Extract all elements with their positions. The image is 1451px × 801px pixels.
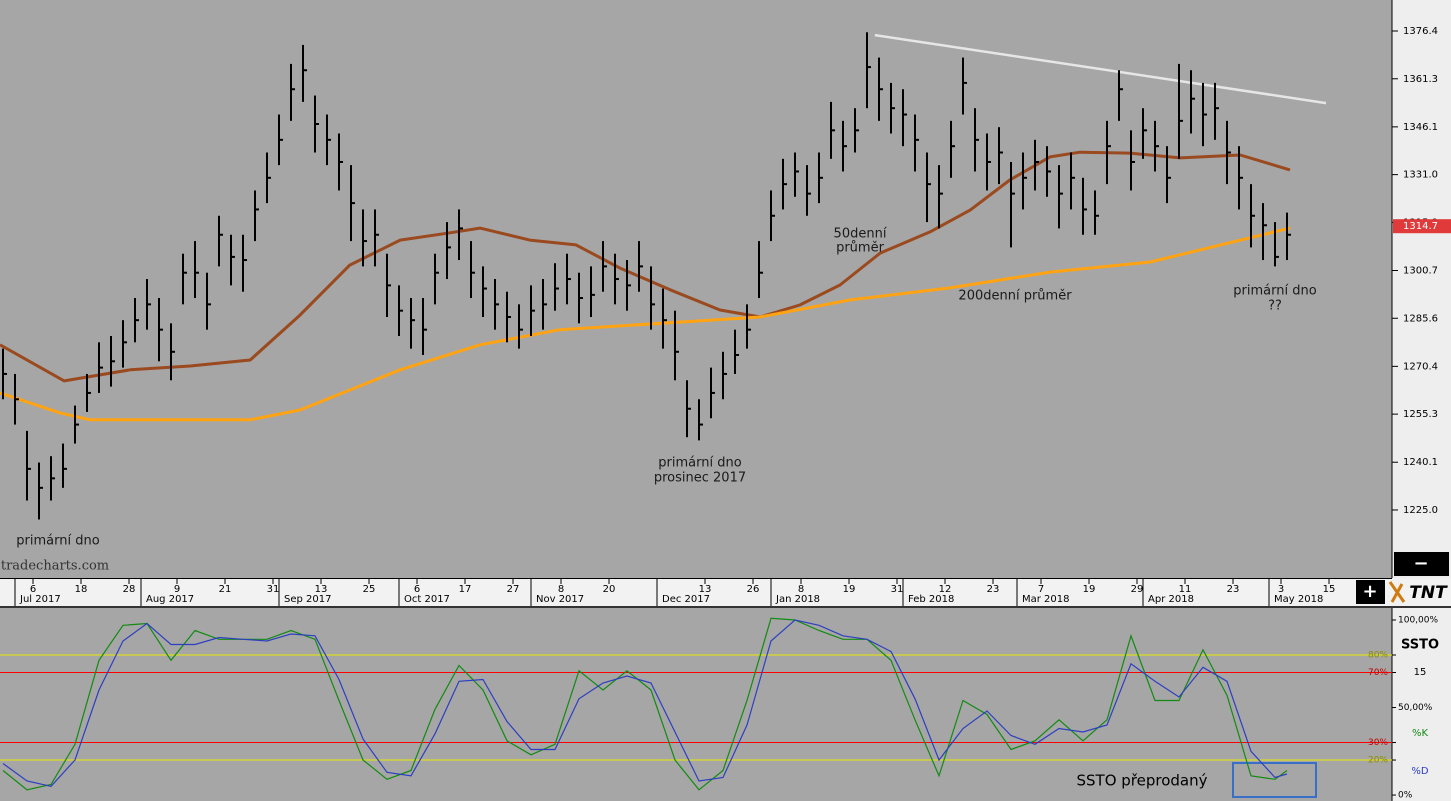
y-tick-label: 1270.4 [1403,361,1438,372]
x-tick-label: 9 [174,584,180,595]
logo: TNT [1409,583,1448,603]
zoom-in-button[interactable] [1356,580,1385,604]
x-tick-label: 15 [1323,584,1336,595]
y-tick-label: 1225.0 [1403,505,1438,516]
month-label: Aug 2017 [146,594,194,605]
y-tick-label: 1300.7 [1403,265,1438,276]
oversold-highlight [1232,762,1317,798]
x-tick-label: 26 [747,584,760,595]
zoom-out-button[interactable] [1394,552,1449,576]
moving-average [0,150,1291,383]
annotation: ?? [1268,299,1282,314]
moving-average [0,226,1291,422]
y-tick-label: 30% [1368,738,1388,748]
zoom-out-label[interactable]: − [1413,553,1428,574]
month-label: Jan 2018 [775,594,820,605]
ssto-period: 15 [1414,667,1427,678]
x-tick-label: 21 [219,584,232,595]
x-tick-label: 23 [987,584,1000,595]
y-tick-label: 1331.0 [1403,170,1438,181]
y-tick-label: 1346.1 [1403,122,1438,133]
x-tick-label: 11 [1179,584,1192,595]
ssto-plot-bg [0,608,1392,801]
y-tick-label: 1240.1 [1403,457,1438,468]
month-label: Dec 2017 [662,594,710,605]
x-tick-label: 7 [1038,584,1044,595]
x-tick-label: 13 [699,584,712,595]
month-label: Feb 2018 [908,594,954,605]
x-tick-label: 20 [603,584,616,595]
date-axis-bg [0,578,1451,606]
annotation: primární dno [658,456,741,471]
x-tick-label: 18 [75,584,88,595]
y-tick-label: 1255.3 [1403,409,1438,420]
x-tick-label: 6 [30,584,36,595]
annotation: průměr [836,241,884,256]
x-tick-label: 13 [315,584,328,595]
y-tick-label: 70% [1368,668,1388,678]
zoom-in-label[interactable]: + [1362,581,1377,602]
price-plot-bg [0,0,1392,578]
annotation: primární dno [1233,284,1316,299]
price-axis-bg [1392,0,1451,578]
watermark: tradecharts.com [1,559,109,574]
y-tick-label: 1285.6 [1403,313,1438,324]
x-tick-label: 6 [414,584,420,595]
last-price-box [1393,219,1451,234]
month-label: May 2018 [1274,594,1323,605]
indicator-line [2,617,1288,791]
ssto-title: SSTO [1401,638,1439,653]
trendline [874,33,1327,105]
y-tick-label: 20% [1368,756,1388,766]
x-tick-label: 27 [507,584,520,595]
x-tick-label: 23 [1227,584,1240,595]
x-tick-label: 8 [798,584,804,595]
month-label: Nov 2017 [536,594,584,605]
annotation: 50denní [834,227,887,242]
x-tick-label: 28 [123,584,136,595]
indicator-line [2,619,1288,787]
ssto-axis-bg [1392,608,1451,801]
y-tick-label: 0% [1398,791,1413,801]
month-label: Mar 2018 [1022,594,1070,605]
y-tick-label: 1361.3 [1403,74,1438,85]
x-tick-label: 19 [1083,584,1096,595]
x-tick-label: 25 [363,584,376,595]
y-tick-label: 100,00% [1398,616,1438,626]
month-label: Jul 2017 [19,594,61,605]
x-tick-label: 17 [459,584,472,595]
x-tick-label: 8 [558,584,564,595]
x-tick-label: 19 [843,584,856,595]
x-tick-label: 31 [891,584,904,595]
legend-label: %K [1412,728,1429,739]
y-tick-label: 80% [1368,651,1388,661]
annotation: prosinec 2017 [654,471,746,486]
annotation: primární dno [16,534,99,549]
x-tick-label: 12 [939,584,952,595]
x-tick-label: 31 [267,584,280,595]
annotation: 200denní průměr [958,289,1072,304]
x-tick-label: 3 [1278,584,1284,595]
logo-mark [1388,581,1406,603]
month-label: Sep 2017 [284,594,331,605]
y-tick-label: 50,00% [1398,703,1433,713]
month-label: Apr 2018 [1148,594,1194,605]
x-tick-label: 29 [1131,584,1144,595]
ssto-annotation: SSTO přeprodaný [1076,772,1207,790]
panel-divider [0,606,1451,608]
last-price-label: 1314.7 [1403,221,1438,232]
legend-label: %D [1411,766,1429,777]
month-label: Oct 2017 [404,594,450,605]
y-tick-label: 1376.4 [1403,26,1438,37]
